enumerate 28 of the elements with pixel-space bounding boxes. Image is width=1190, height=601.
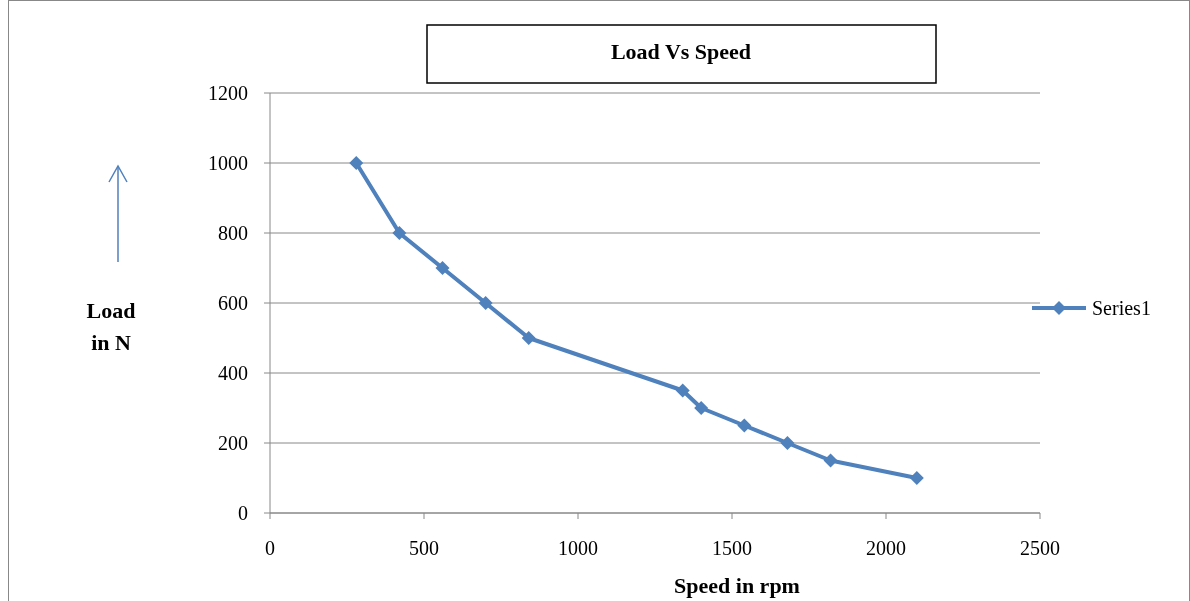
chart-title: Load Vs Speed [610, 39, 752, 64]
y-tick-label: 800 [218, 222, 248, 244]
point [675, 383, 690, 398]
point [435, 261, 450, 275]
y-tick-label: 1200 [208, 82, 248, 104]
x-tick-label: 1500 [712, 537, 752, 559]
point [478, 296, 493, 310]
point [780, 436, 795, 450]
point [909, 471, 924, 485]
point [392, 226, 407, 240]
x-axis-title: Speed in rpm [674, 573, 800, 598]
point [694, 401, 709, 415]
y-tick-label: 600 [218, 292, 248, 314]
x-tick-label: 0 [265, 537, 275, 559]
x-tick-label: 1000 [558, 537, 598, 559]
y-tick-label: 1000 [208, 152, 248, 174]
x-tick-label: 2000 [866, 537, 906, 559]
point [737, 418, 752, 433]
point [349, 156, 364, 170]
x-tick-label: 2500 [1020, 537, 1060, 559]
y-axis-title: Load in N [86, 298, 136, 355]
point [521, 331, 536, 345]
y-tick-label: 400 [218, 362, 248, 384]
x-tick-label: 500 [409, 537, 439, 559]
y-tick-label: 0 [238, 502, 248, 524]
legend-label: Series1 [1092, 297, 1151, 319]
y-tick-label: 200 [218, 432, 248, 454]
point [823, 453, 838, 468]
